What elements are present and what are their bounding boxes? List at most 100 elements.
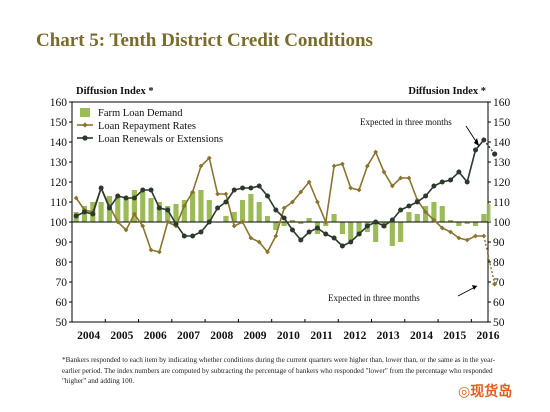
y-tick-label-right: 80 [493,257,505,269]
bar-farm-loan-demand [206,200,212,222]
bar-farm-loan-demand [115,196,121,222]
x-tick-label: 2009 [244,330,267,342]
bar-farm-loan-demand [131,190,137,222]
x-tick-label: 2006 [144,330,167,342]
bar-farm-loan-demand [331,214,337,222]
point-loan-renewals [314,225,320,231]
y-axis-label-right: Diffusion Index * [408,86,486,97]
point-loan-renewals [106,205,112,211]
point-loan-repayment [132,211,137,217]
point-loan-repayment [265,249,270,255]
point-loan-renewals [464,179,470,185]
bar-farm-loan-demand [98,202,104,222]
watermark: ◎现货岛 [458,384,513,400]
point-loan-renewals [240,185,246,191]
bar-farm-loan-demand [406,212,412,222]
y-tick-label-left: 90 [56,237,68,249]
y-tick-label-left: 60 [56,297,68,309]
y-tick-label-left: 80 [56,257,68,269]
bar-farm-loan-demand [356,222,362,236]
y-tick-label-left: 150 [50,117,68,129]
annotation-expected-bottom: Expected in three months [328,293,420,303]
point-loan-renewals [298,237,304,243]
point-loan-renewals [289,227,295,233]
point-loan-repayment [115,219,121,225]
bar-expected-demand [486,204,491,222]
x-tick-label: 2013 [377,330,400,342]
bar-farm-loan-demand [239,200,246,222]
point-loan-renewals [431,183,437,189]
point-loan-renewals [248,185,254,191]
point-loan-repayment [140,223,146,229]
point-loan-renewals [81,209,87,215]
point-loan-renewals [115,193,121,199]
point-loan-renewals [406,203,412,209]
x-tick-label: 2016 [477,330,500,342]
y-tick-label-right: 90 [493,237,505,249]
point-loan-renewals [215,205,221,211]
point-loan-repayment [315,199,320,205]
point-loan-renewals [165,207,171,213]
point-loan-repayment [448,229,453,235]
legend-label: Loan Repayment Rates [98,121,196,132]
y-tick-label-right: 50 [493,317,505,329]
point-loan-renewals [98,185,104,191]
point-loan-repayment [256,239,262,245]
point-loan-repayment [340,161,345,167]
x-tick-label: 2004 [77,330,100,342]
point-loan-repayment [273,233,279,239]
point-loan-repayment [364,163,370,169]
legend-label: Farm Loan Demand [98,108,183,119]
bar-farm-loan-demand [481,214,487,222]
bar-farm-loan-demand [264,216,271,222]
point-loan-repayment [439,225,445,231]
x-tick-label: 2010 [277,330,300,342]
y-tick-label-left: 120 [50,177,68,189]
point-loan-renewals [281,215,287,221]
point-loan-repayment [206,155,212,161]
point-loan-repayment [348,185,354,191]
point-loan-renewals [256,183,262,189]
y-tick-label-left: 70 [56,277,68,289]
line-expected-renewals [483,139,496,155]
y-tick-label-left: 100 [50,217,68,229]
y-tick-label-left: 140 [50,137,68,149]
annotation-arrowhead-bottom [472,285,477,290]
point-loan-renewals [131,195,137,201]
point-loan-renewals [73,213,79,219]
bar-farm-loan-demand [447,220,454,222]
x-tick-label: 2007 [177,330,200,342]
point-loan-repayment [190,189,196,195]
bar-farm-loan-demand [190,192,196,222]
annotation-arrowhead-top [474,138,479,146]
line-loan-repayment-rates [75,150,484,254]
legend-marker-circle [82,135,88,141]
point-loan-renewals [273,207,279,213]
y-tick-label-left: 130 [50,157,68,169]
point-loan-renewals [190,233,196,239]
point-loan-renewals [389,217,395,223]
bar-farm-loan-demand [298,222,304,224]
bar-farm-loan-demand [223,216,229,222]
bar-farm-loan-demand [414,214,420,222]
bar-farm-loan-demand [389,222,395,246]
point-loan-renewals [414,199,420,205]
bar-farm-loan-demand [173,204,179,222]
y-tick-label-right: 160 [493,97,511,109]
bar-farm-loan-demand [431,202,437,222]
point-loan-repayment [389,183,395,189]
point-loan-renewals [398,207,404,213]
point-loan-repayment [323,219,329,225]
point-loan-repayment [464,237,470,243]
annotation-expected-top: Expected in three months [360,117,452,127]
x-tick-label: 2005 [110,330,133,342]
point-loan-repayment [181,203,187,209]
point-loan-repayment [406,175,412,181]
point-loan-renewals [331,235,337,241]
bar-farm-loan-demand [472,222,479,226]
y-tick-label-right: 110 [493,197,510,209]
footnote: *Bankers responded to each item by indic… [62,356,495,385]
bar-farm-loan-demand [339,222,345,234]
bar-farm-loan-demand [439,206,445,222]
point-loan-renewals [206,219,212,225]
